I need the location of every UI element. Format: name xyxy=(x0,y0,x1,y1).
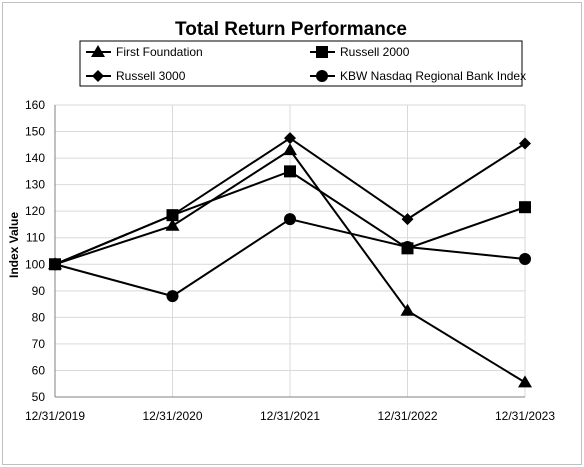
x-tick-labels: 12/31/2019 12/31/2020 12/31/2021 12/31/2022… xyxy=(25,409,555,423)
y-tick-labels: 50 60 70 80 90 100 110 120 130 140 150 160 xyxy=(25,98,45,404)
data-point-kbw-nasdaq-regional-bank-index xyxy=(519,252,531,265)
legend-label-russell-2000: Russell 2000 xyxy=(340,45,410,59)
data-point-russell-3000 xyxy=(284,132,296,145)
data-point-russell-3000 xyxy=(401,213,414,226)
legend-label-russell-3000: Russell 3000 xyxy=(116,69,186,83)
data-point-kbw-nasdaq-regional-bank-index xyxy=(284,213,296,226)
x-tick-label: 12/31/2019 xyxy=(25,409,85,423)
data-point-kbw-nasdaq-regional-bank-index xyxy=(49,258,61,271)
x-tick-label: 12/31/2022 xyxy=(377,409,437,423)
data-point-russell-3000 xyxy=(166,209,179,222)
chart-title: Total Return Performance xyxy=(175,19,407,40)
y-tick-label: 130 xyxy=(25,178,45,192)
data-point-first-foundation xyxy=(400,303,415,316)
legend: First Foundation Russell 2000 Russell 3000… xyxy=(79,40,526,87)
axes xyxy=(54,105,525,398)
data-point-first-foundation xyxy=(283,143,297,156)
legend-marker-russell-3000 xyxy=(92,70,104,82)
data-point-russell-3000 xyxy=(519,137,531,150)
data-point-russell-2000 xyxy=(284,165,296,178)
y-axis-label: Index Value xyxy=(7,212,21,278)
legend-marker-kbw-nasdaq-regional-bank-index xyxy=(316,70,328,82)
y-tick-label: 140 xyxy=(25,151,45,165)
data-point-first-foundation xyxy=(518,375,532,388)
y-tick-label: 150 xyxy=(25,125,45,139)
y-tick-label: 100 xyxy=(25,257,45,271)
data-point-first-foundation xyxy=(165,218,180,231)
legend-label-first-foundation: First Foundation xyxy=(116,45,203,59)
x-tick-label: 12/31/2021 xyxy=(260,409,320,423)
data-point-kbw-nasdaq-regional-bank-index xyxy=(166,290,179,303)
y-tick-label: 90 xyxy=(32,284,46,298)
y-tick-label: 70 xyxy=(32,337,46,351)
y-tick-label: 60 xyxy=(32,363,46,377)
legend-box xyxy=(79,40,523,87)
x-tick-label: 12/31/2020 xyxy=(142,409,202,423)
y-tick-label: 50 xyxy=(32,390,46,404)
legend-marker-first-foundation xyxy=(91,45,105,57)
series-group xyxy=(48,132,532,388)
y-tick-label: 80 xyxy=(32,310,46,324)
series-kbw-nasdaq-regional-bank-index xyxy=(49,213,531,303)
data-point-kbw-nasdaq-regional-bank-index xyxy=(401,241,414,254)
legend-marker-russell-2000 xyxy=(316,46,328,58)
y-tick-label: 110 xyxy=(26,231,45,245)
y-tick-label: 120 xyxy=(25,204,45,218)
data-point-russell-2000 xyxy=(519,201,531,214)
legend-label-kbw-nasdaq-regional-bank-index: KBW Nasdaq Regional Bank Index xyxy=(340,69,526,83)
x-tick-label: 12/31/2023 xyxy=(495,409,555,423)
y-tick-label: 160 xyxy=(25,98,45,112)
